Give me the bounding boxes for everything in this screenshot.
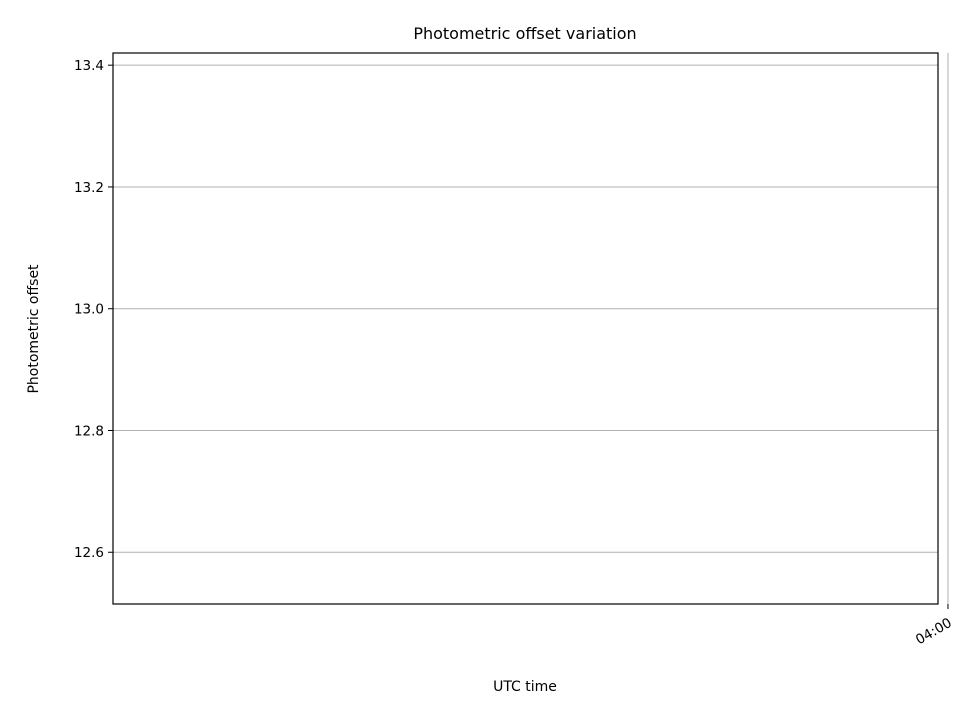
- y-tick-label: 12.8: [74, 423, 104, 439]
- y-axis-label: Photometric offset: [26, 264, 42, 394]
- y-tick-label: 13.2: [74, 180, 104, 196]
- x-axis-label: UTC time: [493, 679, 557, 695]
- grid-lines: [113, 53, 949, 604]
- y-tick-label: 13.0: [74, 302, 104, 318]
- chart-title: Photometric offset variation: [413, 24, 636, 43]
- y-tick-label: 13.4: [74, 58, 104, 74]
- y-tick-label: 12.6: [74, 545, 104, 561]
- y-axis: 12.6 12.8 13.0 13.2 13.4: [74, 58, 113, 561]
- plot-frame: [112, 52, 939, 605]
